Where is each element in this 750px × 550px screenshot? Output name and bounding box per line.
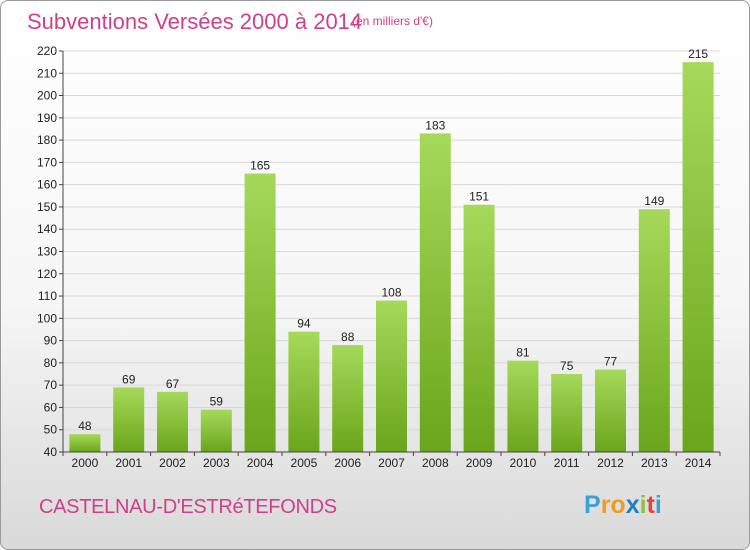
bar (376, 300, 407, 452)
x-tick-label: 2004 (247, 456, 274, 470)
bar-value-label: 215 (688, 47, 708, 61)
x-tick-label: 2009 (466, 456, 493, 470)
bar (332, 345, 364, 452)
bar-value-label: 151 (469, 190, 489, 204)
bar (551, 374, 583, 452)
y-tick-label: 170 (37, 155, 57, 169)
y-tick-label: 80 (44, 356, 58, 370)
bar (157, 391, 188, 452)
y-tick-label: 220 (37, 44, 57, 58)
bar-value-label: 81 (516, 346, 530, 360)
x-tick-label: 2010 (510, 456, 537, 470)
bar-value-label: 94 (297, 317, 311, 331)
chart-unit: (en milliers d'€) (352, 14, 433, 28)
logo-letter: t (646, 491, 655, 519)
logo-letter: r (600, 491, 611, 519)
y-tick-label: 110 (38, 289, 57, 303)
bars: 48 69 67 59 165 94 88 108 183 151 81 75 77 149 215 (69, 47, 714, 453)
bar (463, 204, 495, 452)
y-tick-label: 90 (44, 334, 58, 348)
x-tick-label: 2006 (334, 456, 361, 470)
x-tick-label: 2005 (291, 456, 318, 470)
y-tick-label: 40 (44, 445, 58, 459)
y-tick-label: 130 (37, 245, 57, 259)
y-tick-label: 180 (37, 133, 57, 147)
logo-letter: o (610, 491, 626, 519)
bar-value-label: 67 (166, 377, 180, 391)
y-tick-label: 140 (37, 222, 57, 236)
bar-value-label: 88 (341, 330, 355, 344)
bar (113, 387, 145, 452)
bar-value-label: 69 (122, 372, 136, 386)
x-tick-label: 2002 (159, 456, 186, 470)
proxiti-logo: Proxiti (584, 491, 662, 520)
y-tick-label: 70 (44, 378, 58, 392)
bar-value-label: 183 (425, 118, 445, 132)
bar-value-label: 75 (560, 359, 574, 373)
commune-name: CASTELNAU-D'ESTRéTEFONDS (39, 496, 337, 518)
x-tick-label: 2003 (203, 456, 230, 470)
logo-letter: x (625, 491, 640, 519)
x-tick-label: 2001 (115, 456, 142, 470)
x-tick-label: 2007 (378, 456, 405, 470)
bar (595, 369, 626, 452)
y-tick-label: 60 (44, 400, 58, 414)
x-tick-label: 2011 (554, 456, 580, 470)
x-tick-label: 2008 (422, 456, 449, 470)
y-tick-label: 200 (37, 89, 57, 103)
bar (288, 331, 320, 452)
bar-value-label: 77 (604, 355, 618, 369)
bar-value-label: 165 (250, 159, 270, 173)
bar-value-label: 48 (78, 419, 92, 433)
logo-letter: P (584, 491, 601, 519)
logo-letter: i (639, 491, 647, 519)
logo-letter: i (654, 491, 662, 519)
bar (200, 409, 232, 452)
bar-value-label: 59 (210, 395, 224, 409)
bar-value-label: 149 (644, 194, 664, 208)
x-tick-label: 2000 (72, 456, 99, 470)
y-tick-label: 120 (37, 267, 57, 281)
bar (69, 434, 101, 452)
bar (507, 360, 539, 452)
y-tick-label: 50 (44, 423, 58, 437)
axes: 40 50 60 70 80 90 100 110 120 130 140 150 160 170 180 1… (37, 44, 721, 470)
x-tick-label: 2014 (685, 456, 712, 470)
chart-title: Subventions Versées 2000 à 2014 (27, 9, 363, 34)
bar-value-label: 108 (381, 286, 401, 300)
bar (682, 62, 714, 453)
bar (244, 173, 276, 452)
y-tick-label: 100 (37, 311, 57, 325)
bar (419, 133, 451, 452)
y-tick-label: 160 (37, 178, 57, 192)
bar (638, 209, 670, 452)
x-tick-label: 2013 (641, 456, 668, 470)
y-tick-label: 150 (37, 200, 57, 214)
x-tick-label: 2012 (597, 456, 624, 470)
y-tick-label: 210 (37, 66, 57, 80)
y-tick-label: 190 (37, 111, 57, 125)
